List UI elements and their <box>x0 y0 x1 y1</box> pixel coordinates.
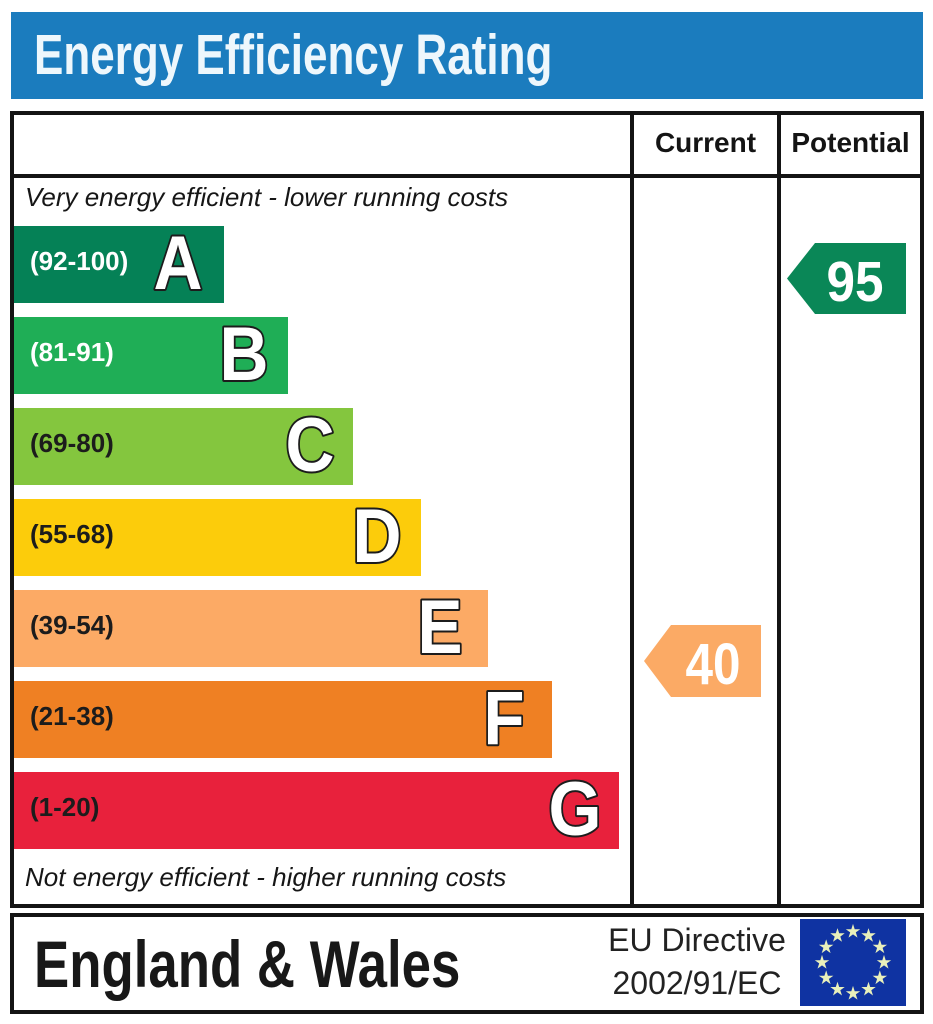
svg-text:40: 40 <box>686 632 741 697</box>
svg-text:C: C <box>286 403 335 488</box>
svg-text:A: A <box>154 221 203 306</box>
svg-text:F: F <box>484 676 525 761</box>
svg-text:95: 95 <box>827 250 884 314</box>
svg-text:G: G <box>549 767 602 852</box>
svg-text:D: D <box>353 494 402 579</box>
svg-text:E: E <box>418 585 463 670</box>
svg-text:B: B <box>220 312 269 397</box>
